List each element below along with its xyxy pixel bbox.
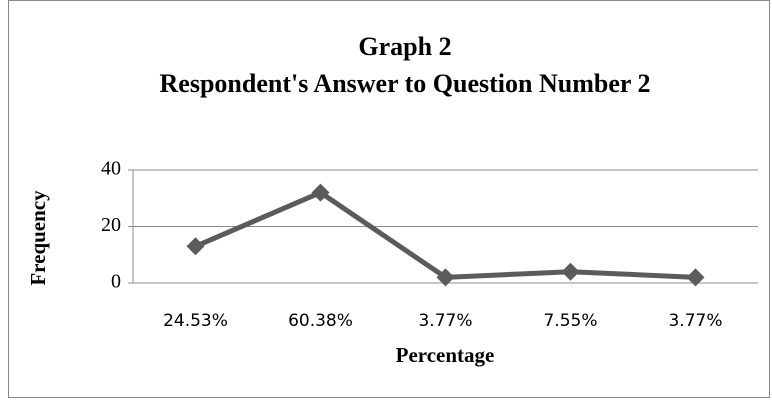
x-axis-label: Percentage — [396, 343, 495, 367]
chart-title: Graph 2 — [358, 32, 452, 61]
y-tick-label: 40 — [101, 158, 121, 180]
y-tick-label: 0 — [111, 271, 121, 293]
chart-subtitle: Respondent's Answer to Question Number 2 — [159, 69, 651, 98]
x-tick-label: 3.77% — [668, 311, 722, 331]
marker — [686, 268, 705, 287]
x-tick-label: 3.77% — [418, 311, 472, 331]
x-tick-label: 60.38% — [288, 311, 353, 331]
marker — [311, 183, 330, 202]
marker — [561, 262, 580, 281]
x-tick-label: 7.55% — [543, 311, 597, 331]
y-tick-label: 20 — [101, 214, 121, 236]
x-tick-label: 24.53% — [163, 311, 228, 331]
line — [194, 190, 696, 280]
y-axis-label: Frequency — [26, 190, 50, 286]
chart-frame — [8, 0, 770, 398]
chart-titles: Graph 2 Respondent's Answer to Question … — [105, 28, 705, 102]
marker — [186, 237, 205, 256]
marker — [436, 268, 455, 287]
